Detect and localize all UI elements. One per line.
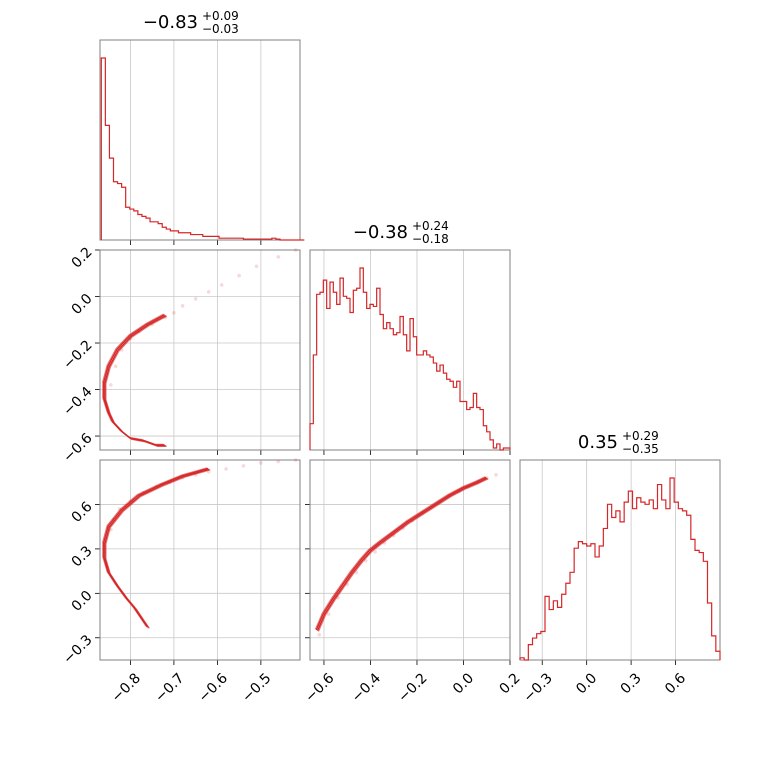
- sample-point: [293, 248, 298, 252]
- panel-title: −0.83: [143, 12, 198, 33]
- x-tick-label: 0.2: [497, 670, 524, 697]
- x-tick-label: 0.0: [573, 670, 600, 697]
- x-tick-label: −0.3: [520, 670, 555, 705]
- title-upper-error: +0.29: [622, 429, 659, 443]
- x-tick-label: 0.6: [662, 670, 689, 697]
- y-tick-label: −0.3: [60, 632, 95, 667]
- panel-frame: [309, 249, 511, 451]
- y-tick-label: 0.2: [69, 244, 96, 271]
- sample-point: [113, 364, 118, 369]
- y-tick-label: 0.0: [69, 291, 96, 318]
- sample-point: [276, 459, 281, 464]
- y-tick-label: −0.6: [60, 430, 95, 465]
- contour-line: [102, 467, 208, 627]
- x-tick-label: −0.5: [239, 670, 274, 705]
- contour-line: [105, 469, 211, 629]
- y-tick-label: 0.6: [69, 499, 96, 526]
- sample-point: [317, 633, 322, 637]
- sample-point: [293, 458, 298, 462]
- title-lower-error: −0.03: [202, 22, 239, 36]
- sample-point: [206, 290, 211, 294]
- histogram-2: [519, 477, 721, 661]
- panel-frame: [99, 249, 301, 451]
- contour-line: [317, 478, 489, 632]
- x-tick-label: 0.0: [450, 670, 477, 697]
- sample-point: [180, 304, 185, 308]
- x-tick-label: −0.4: [349, 670, 384, 705]
- x-tick-label: −0.8: [109, 670, 144, 705]
- title-lower-error: −0.35: [622, 442, 659, 456]
- sample-point: [254, 264, 259, 269]
- contour-line: [103, 467, 209, 628]
- sample-point: [259, 461, 263, 465]
- title-upper-error: +0.24: [412, 219, 449, 233]
- sample-point: [172, 310, 176, 315]
- histogram-0: [100, 57, 305, 241]
- sample-point: [494, 473, 498, 477]
- sample-point: [373, 550, 377, 554]
- contour-line: [105, 315, 168, 447]
- sample-point: [109, 383, 113, 387]
- panel-2-1: [305, 459, 511, 665]
- x-tick-label: −0.6: [196, 670, 231, 705]
- panel-1-0: [95, 249, 301, 455]
- panel-frame: [99, 39, 301, 241]
- contour-line: [316, 477, 488, 632]
- title-upper-error: +0.09: [202, 9, 239, 23]
- panel-title: −0.38: [353, 222, 408, 243]
- histogram-1: [309, 267, 511, 451]
- sample-point: [276, 255, 281, 259]
- sample-point: [241, 464, 246, 468]
- panel-frame: [519, 459, 721, 661]
- x-tick-label: 0.3: [618, 670, 645, 697]
- sample-point: [326, 612, 331, 616]
- y-tick-label: 0.3: [69, 543, 96, 570]
- panel-0-0: [99, 39, 301, 245]
- title-lower-error: −0.18: [412, 232, 449, 246]
- panel-2-2: [519, 459, 721, 665]
- panel-2-0: [95, 459, 301, 665]
- panel-title: 0.35: [578, 432, 618, 453]
- x-tick-label: −0.7: [152, 670, 187, 705]
- x-tick-label: −0.2: [395, 670, 430, 705]
- sample-point: [193, 297, 198, 301]
- y-tick-label: 0.0: [69, 588, 96, 615]
- y-tick-label: −0.2: [60, 337, 95, 372]
- sample-point: [224, 467, 228, 471]
- sample-point: [237, 273, 241, 278]
- panel-frame: [99, 459, 301, 661]
- contour-line: [315, 476, 487, 631]
- panel-frame: [309, 459, 511, 661]
- y-tick-label: −0.4: [60, 384, 95, 419]
- sample-point: [219, 283, 224, 287]
- contour-line: [314, 476, 486, 630]
- x-tick-label: −0.6: [302, 670, 337, 705]
